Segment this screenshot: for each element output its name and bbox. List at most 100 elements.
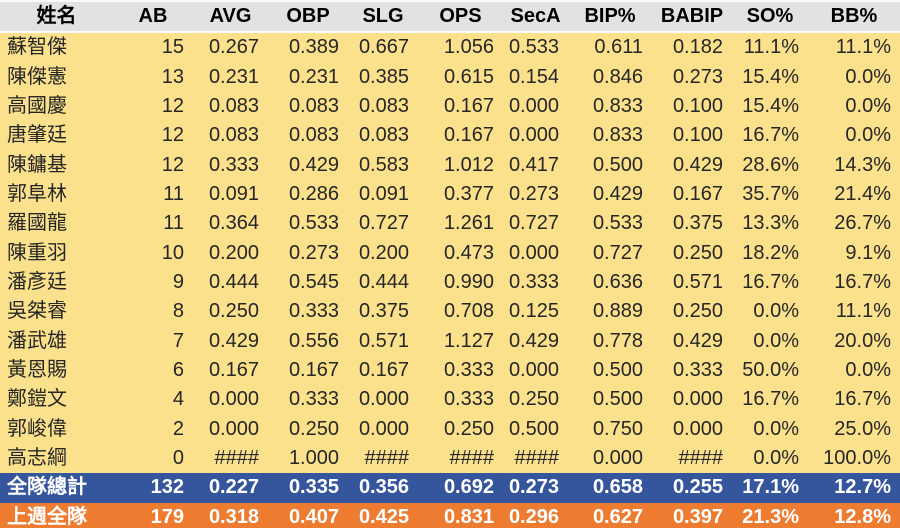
last-week-total-cell-slg: 0.425 [348, 502, 418, 528]
player-row: 唐肇廷 12 0.083 0.083 0.083 0.167 0.000 0.833 0.100… [0, 121, 900, 151]
player-row: 潘彥廷 9 0.444 0.545 0.444 0.990 0.333 0.636 0.571 1… [0, 267, 900, 298]
stat-cell-ops: 1.056 [418, 32, 503, 63]
team-total-cell-bb-pct: 12.7% [808, 473, 900, 503]
stat-cell-seca: 0.533 [503, 32, 568, 63]
stat-cell-ab: 2 [113, 414, 193, 444]
stat-cell-bip-pct: 0.778 [568, 326, 652, 356]
stat-cell-avg: 0.231 [193, 62, 268, 92]
player-row: 羅國龍 11 0.364 0.533 0.727 1.261 0.727 0.533 0.375… [0, 209, 900, 239]
stat-cell-bb-pct: 26.7% [808, 209, 900, 239]
column-header-avg: AVG [193, 0, 268, 34]
last-week-total-cell-seca: 0.296 [503, 502, 568, 528]
stat-cell-avg: 0.333 [193, 150, 268, 180]
team-total-cell-so-pct: 17.1% [732, 473, 808, 503]
column-header-ops: OPS [418, 0, 503, 34]
stat-cell-ab: 6 [113, 355, 193, 386]
player-row: 潘武雄 7 0.429 0.556 0.571 1.127 0.429 0.778 0.429 0… [0, 326, 900, 356]
stat-cell-avg: 0.444 [193, 267, 268, 298]
stat-cell-ab: 7 [113, 326, 193, 356]
stat-cell-obp: 0.333 [268, 297, 348, 327]
stat-cell-obp: 0.556 [268, 326, 348, 356]
last-week-total-cell-bb-pct: 12.8% [808, 502, 900, 528]
player-name-cell: 郭阜林 [0, 179, 113, 210]
last-week-total-cell-ab: 179 [113, 502, 193, 528]
stat-cell-slg: 0.167 [348, 355, 418, 386]
stat-cell-obp: 0.083 [268, 121, 348, 151]
player-row: 吳桀睿 8 0.250 0.333 0.375 0.708 0.125 0.889 0.250 0… [0, 297, 900, 327]
stat-cell-so-pct: 11.1% [732, 32, 808, 63]
column-header-slg: SLG [348, 0, 418, 34]
stat-cell-so-pct: 0.0% [732, 443, 808, 474]
stat-cell-bb-pct: 11.1% [808, 32, 900, 63]
player-row: 郭峻偉 2 0.000 0.250 0.000 0.250 0.500 0.750 0.000 0… [0, 414, 900, 444]
stat-cell-so-pct: 0.0% [732, 297, 808, 327]
player-row: 郭阜林 11 0.091 0.286 0.091 0.377 0.273 0.429 0.167… [0, 179, 900, 210]
player-name-cell: 陳鏞基 [0, 150, 113, 180]
column-header-so-pct: SO% [732, 0, 808, 34]
stat-cell-bb-pct: 16.7% [808, 267, 900, 298]
stat-cell-babip: 0.100 [652, 91, 732, 122]
stat-cell-so-pct: 15.4% [732, 91, 808, 122]
stat-cell-bip-pct: 0.611 [568, 32, 652, 63]
table-summary: 全隊總計 132 0.227 0.335 0.356 0.692 0.273 0.658 0.2… [0, 473, 900, 528]
player-row: 陳鏞基 12 0.333 0.429 0.583 1.012 0.417 0.500 0.429… [0, 150, 900, 180]
table-header: 姓名 AB AVG OBP SLG OPS SecA BIP% BABIP SO% BB% [0, 0, 900, 34]
stat-cell-seca: 0.125 [503, 297, 568, 327]
stat-cell-slg: 0.444 [348, 267, 418, 298]
player-name-cell: 唐肇廷 [0, 121, 113, 151]
last-week-total-cell-so-pct: 21.3% [732, 502, 808, 528]
team-total-cell-seca: 0.273 [503, 473, 568, 503]
stat-cell-seca: 0.500 [503, 414, 568, 444]
last-week-total-label: 上週全隊 [0, 502, 113, 528]
stat-cell-avg: 0.200 [193, 238, 268, 268]
stat-cell-slg: 0.091 [348, 179, 418, 210]
stat-cell-seca: 0.333 [503, 267, 568, 298]
column-header-bip-pct: BIP% [568, 0, 652, 34]
stat-cell-slg: 0.571 [348, 326, 418, 356]
stat-cell-slg: 0.667 [348, 32, 418, 63]
stat-cell-slg: 0.385 [348, 62, 418, 92]
stat-cell-seca: 0.727 [503, 209, 568, 239]
stat-cell-bb-pct: 21.4% [808, 179, 900, 210]
stat-cell-bip-pct: 0.833 [568, 91, 652, 122]
column-header-obp: OBP [268, 0, 348, 34]
stat-cell-avg: 0.167 [193, 355, 268, 386]
stat-cell-so-pct: 0.0% [732, 414, 808, 444]
stat-cell-ops: 0.377 [418, 179, 503, 210]
team-total-cell-ab: 132 [113, 473, 193, 503]
stat-cell-babip: 0.000 [652, 414, 732, 444]
stat-cell-so-pct: 28.6% [732, 150, 808, 180]
stat-cell-ops: 0.473 [418, 238, 503, 268]
column-header-ab: AB [113, 0, 193, 34]
stat-cell-ops: 1.127 [418, 326, 503, 356]
stat-cell-ops: 0.333 [418, 385, 503, 415]
stat-cell-bip-pct: 0.750 [568, 414, 652, 444]
header-row: 姓名 AB AVG OBP SLG OPS SecA BIP% BABIP SO% BB% [0, 0, 900, 34]
stat-cell-so-pct: 16.7% [732, 121, 808, 151]
stat-cell-ops: 1.012 [418, 150, 503, 180]
stat-cell-bip-pct: 0.000 [568, 443, 652, 474]
player-name-cell: 吳桀睿 [0, 297, 113, 327]
last-week-total-row: 上週全隊 179 0.318 0.407 0.425 0.831 0.296 0.627 0.3… [0, 502, 900, 528]
stat-cell-avg: 0.091 [193, 179, 268, 210]
stat-cell-seca: 0.250 [503, 385, 568, 415]
stat-cell-ab: 12 [113, 150, 193, 180]
stat-cell-obp: 1.000 [268, 443, 348, 474]
player-row: 黃恩賜 6 0.167 0.167 0.167 0.333 0.000 0.500 0.333 5… [0, 355, 900, 386]
stat-cell-ops: 0.990 [418, 267, 503, 298]
stat-cell-slg: #### [348, 443, 418, 474]
stat-cell-avg: 0.083 [193, 91, 268, 122]
stat-cell-bb-pct: 0.0% [808, 121, 900, 151]
player-row: 陳傑憲 13 0.231 0.231 0.385 0.615 0.154 0.846 0.273… [0, 62, 900, 92]
stat-cell-babip: 0.250 [652, 297, 732, 327]
stat-cell-so-pct: 35.7% [732, 179, 808, 210]
column-header-bb-pct: BB% [808, 0, 900, 34]
stat-cell-babip: 0.100 [652, 121, 732, 151]
player-row: 蘇智傑 15 0.267 0.389 0.667 1.056 0.533 0.611 0.182… [0, 32, 900, 63]
stat-cell-seca: 0.154 [503, 62, 568, 92]
last-week-total-cell-avg: 0.318 [193, 502, 268, 528]
stat-cell-obp: 0.389 [268, 32, 348, 63]
stat-cell-babip: 0.571 [652, 267, 732, 298]
stat-cell-avg: 0.267 [193, 32, 268, 63]
